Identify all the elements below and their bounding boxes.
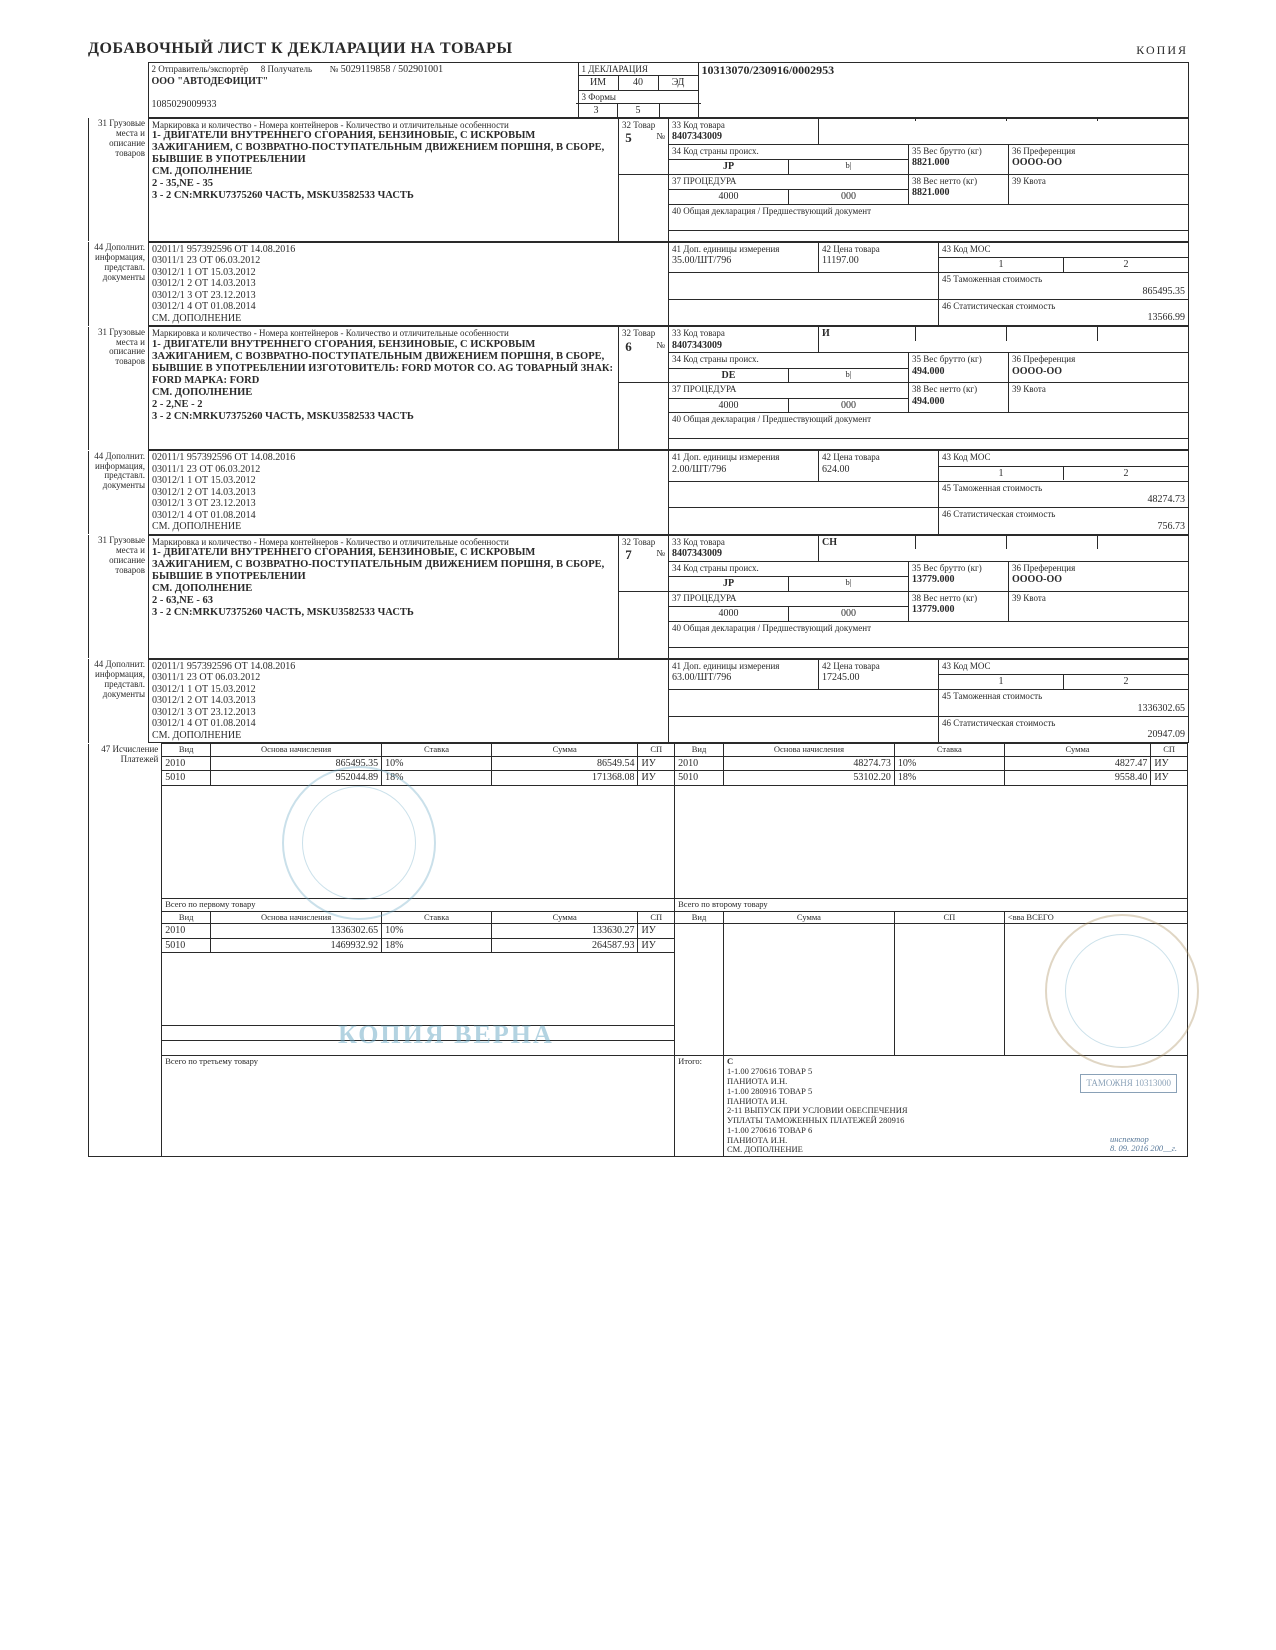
forms-label: 3 Формы <box>579 91 698 103</box>
payments-table: 47 Исчисление Платежей Вид Основа начисл… <box>88 743 1188 1157</box>
docs-block-7: 44 Дополнит. информация, представл. доку… <box>88 659 1189 744</box>
ref-no: 5029119858 / 502901001 <box>341 64 443 75</box>
box2-label: 2 Отправитель/экспортёр <box>152 64 249 74</box>
im-val: 40 <box>618 76 658 91</box>
goods-block-5: 31 Грузовые места и описание товаров Мар… <box>88 118 1189 242</box>
goods-block-7: 31 Грузовые места и описание товаров Мар… <box>88 535 1189 659</box>
im-label: ИМ <box>578 76 618 91</box>
sender-name: ООО "АВТОДЕФИЦИТ" <box>152 76 269 87</box>
declaration-label: 1 ДЕКЛАРАЦИЯ <box>578 63 698 76</box>
goods-block-6: 31 Грузовые места и описание товаров Мар… <box>88 326 1189 450</box>
box8-label: 8 Получатель <box>261 64 312 74</box>
form-current: 3 <box>576 104 618 118</box>
ed-label: ЭД <box>658 76 698 91</box>
declaration-id: 10313070/230916/0002953 <box>702 63 835 77</box>
side47: 47 Исчисление Платежей <box>89 744 162 1157</box>
copy-label: КОПИЯ <box>1136 43 1188 58</box>
page-title: ДОБАВОЧНЫЙ ЛИСТ К ДЕКЛАРАЦИИ НА ТОВАРЫ <box>88 40 513 58</box>
sender-id: 1085029009933 <box>152 99 217 110</box>
form-total: 5 <box>618 104 660 118</box>
header-table: 2 Отправитель/экспортёр 8 Получатель № 5… <box>88 62 1189 118</box>
docs-block-5: 44 Дополнит. информация, представл. доку… <box>88 242 1189 327</box>
docs-block-6: 44 Дополнит. информация, представл. доку… <box>88 450 1189 535</box>
